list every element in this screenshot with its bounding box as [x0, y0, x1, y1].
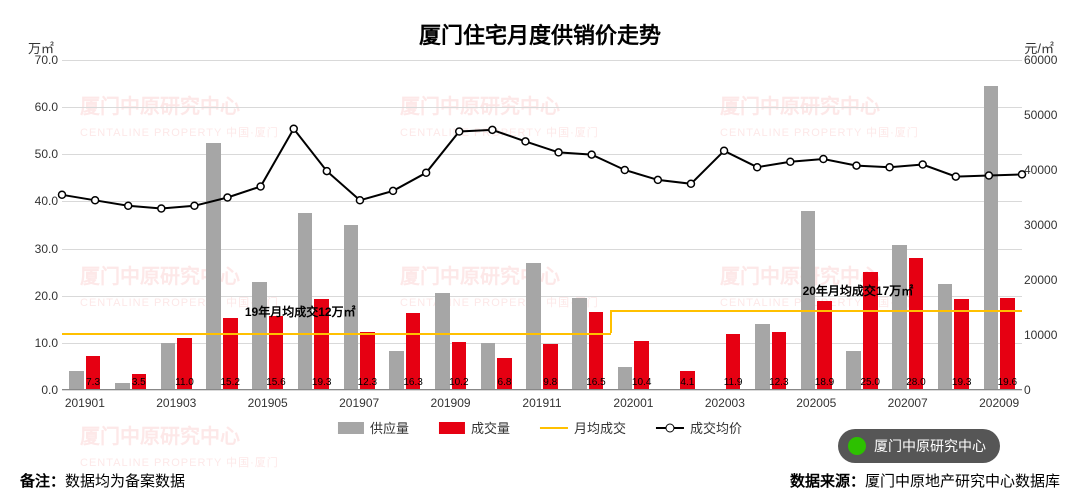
price-marker	[92, 197, 99, 204]
price-marker	[886, 164, 893, 171]
price-marker	[621, 167, 628, 174]
y-tick-left: 30.0	[24, 242, 58, 256]
legend-avg: 月均成交	[540, 418, 626, 437]
price-marker	[290, 125, 297, 132]
price-marker	[224, 194, 231, 201]
chart-container: 厦门住宅月度供销价走势 万㎡ 元/㎡ 0.010.020.030.040.050…	[0, 0, 1080, 503]
price-marker	[390, 187, 397, 194]
price-marker	[721, 147, 728, 154]
x-tick: 202009	[979, 396, 1019, 410]
price-marker	[489, 126, 496, 133]
y-tick-left: 20.0	[24, 289, 58, 303]
footnote-right: 数据来源：厦门中原地产研究中心数据库	[790, 470, 1060, 491]
legend: 供应量 成交量 月均成交 成交均价	[338, 418, 742, 437]
x-tick: 201911	[522, 396, 561, 410]
x-tick: 202003	[705, 396, 745, 410]
price-marker	[654, 176, 661, 183]
y-tick-left: 70.0	[24, 53, 58, 67]
y-tick-right: 20000	[1024, 273, 1064, 287]
price-marker	[1019, 171, 1026, 178]
wechat-badge: 厦门中原研究中心	[838, 429, 1000, 463]
y-tick-left: 10.0	[24, 336, 58, 350]
price-marker	[257, 183, 264, 190]
y-tick-right: 0	[1024, 383, 1064, 397]
swatch-supply	[338, 422, 364, 434]
x-axis-line	[62, 389, 1022, 390]
swatch-avg	[540, 427, 568, 429]
price-marker	[158, 205, 165, 212]
price-marker	[687, 180, 694, 187]
y-tick-right: 30000	[1024, 218, 1064, 232]
price-marker	[555, 149, 562, 156]
price-marker	[323, 168, 330, 175]
chart-title: 厦门住宅月度供销价走势	[0, 0, 1080, 50]
price-marker	[754, 164, 761, 171]
price-marker	[853, 162, 860, 169]
y-tick-left: 0.0	[24, 383, 58, 397]
price-marker	[919, 161, 926, 168]
price-marker	[588, 151, 595, 158]
gridline	[62, 390, 1022, 391]
x-tick: 202007	[888, 396, 928, 410]
price-marker	[356, 197, 363, 204]
swatch-price	[656, 427, 684, 429]
price-marker	[423, 169, 430, 176]
price-marker	[191, 202, 198, 209]
x-tick: 201901	[65, 396, 105, 410]
x-tick: 201905	[248, 396, 288, 410]
price-line	[62, 129, 1022, 209]
y-tick-right: 10000	[1024, 328, 1064, 342]
price-marker	[125, 202, 132, 209]
price-line-layer	[62, 60, 1022, 390]
y-tick-right: 40000	[1024, 163, 1064, 177]
y-tick-right: 60000	[1024, 53, 1064, 67]
x-tick: 201909	[431, 396, 471, 410]
y-tick-left: 50.0	[24, 147, 58, 161]
y-tick-left: 60.0	[24, 100, 58, 114]
footnote-left: 备注：数据均为备案数据	[20, 470, 185, 491]
price-marker	[522, 138, 529, 145]
plot-area: 0.010.020.030.040.050.060.070.0010000200…	[62, 60, 1022, 390]
price-marker	[456, 128, 463, 135]
y-tick-right: 50000	[1024, 108, 1064, 122]
swatch-deal	[439, 422, 465, 434]
x-tick: 202001	[613, 396, 653, 410]
price-marker	[820, 156, 827, 163]
legend-supply: 供应量	[338, 418, 409, 437]
price-marker	[59, 191, 66, 198]
x-tick: 202005	[796, 396, 836, 410]
price-marker	[952, 173, 959, 180]
x-tick: 201907	[339, 396, 379, 410]
price-marker	[985, 172, 992, 179]
y-tick-left: 40.0	[24, 194, 58, 208]
x-tick: 201903	[156, 396, 196, 410]
legend-price: 成交均价	[656, 418, 742, 437]
price-marker	[787, 158, 794, 165]
legend-deal: 成交量	[439, 418, 510, 437]
